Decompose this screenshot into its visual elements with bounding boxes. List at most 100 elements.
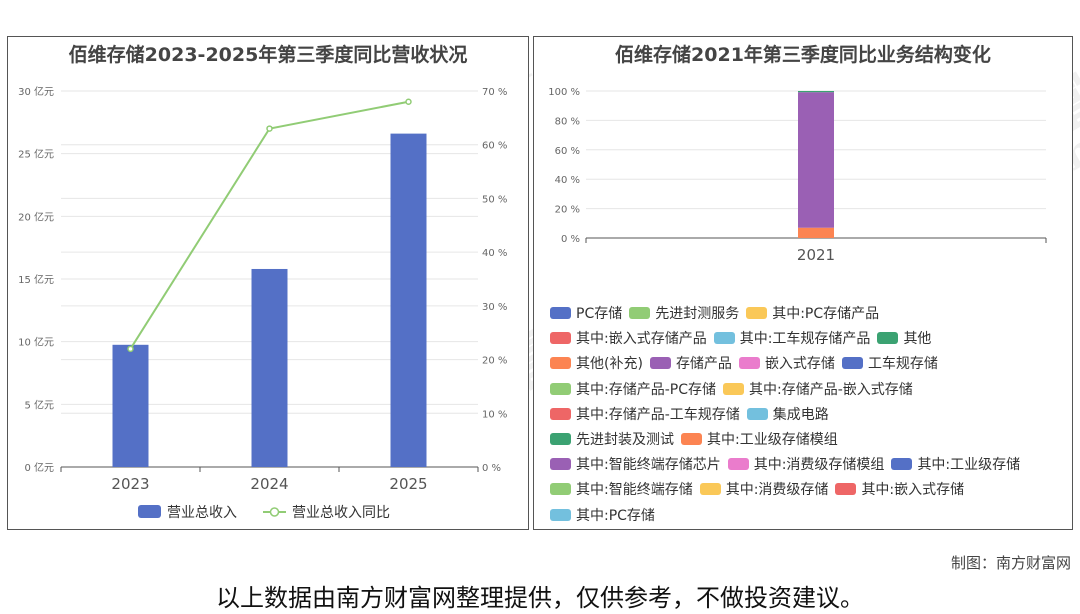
legend-item: 存储产品: [649, 353, 732, 373]
stacked-bar-segment: [798, 91, 834, 93]
legend-label: 营业总收入同比: [292, 505, 390, 521]
legend-label: 其他: [903, 331, 932, 348]
y-left-tick-label: 20 亿元: [18, 210, 54, 223]
legend-swatch: [550, 357, 571, 370]
legend-item: 其中:存储产品-工车规存储: [550, 404, 740, 424]
y-left-tick-label: 10 亿元: [18, 336, 54, 349]
chart-title: 佰维存储2021年第三季度同比业务结构变化: [615, 44, 991, 66]
legend-swatch: [746, 307, 768, 319]
legend-swatch: [550, 458, 571, 471]
legend-swatch: [713, 332, 735, 345]
y-left-tick-label: 5 亿元: [24, 398, 54, 411]
stacked-bar-segment: [798, 92, 834, 228]
legend-label: 其中:嵌入式存储产品: [576, 331, 707, 348]
y-right-tick-label: 0 %: [482, 463, 501, 474]
legend-item: 其中:智能终端存储: [550, 479, 693, 499]
y-tick-label: 100 %: [548, 87, 580, 98]
legend-item: 其中:消费级存储: [699, 479, 829, 499]
legend-label: 营业总收入: [167, 505, 237, 521]
legend-swatch: [649, 357, 671, 370]
legend-swatch: [738, 357, 760, 370]
legend-label: 先进封装及测试: [576, 431, 674, 448]
legend-swatch: [877, 332, 899, 345]
y-tick-label: 0 %: [561, 234, 580, 245]
legend-swatch: [550, 407, 571, 420]
legend-item: 其中:工车规存储产品: [713, 328, 871, 348]
chart-credit: 制图：南方财富网: [950, 554, 1071, 572]
legend-swatch: [727, 458, 749, 471]
y-right-tick-label: 20 %: [482, 356, 507, 367]
legend-row: 其中:智能终端存储芯片 其中:消费级存储模组 其中:工业级存储: [550, 454, 1070, 479]
legend-item: 其中:工业级存储: [891, 454, 1020, 474]
legend-item: 集成电路: [746, 404, 829, 424]
legend-item: 工车规存储: [841, 353, 938, 373]
line-point: [127, 345, 134, 353]
legend-swatch: [550, 432, 571, 445]
legend-row: PC存储 先进封测服务 其中:PC存储产品: [550, 303, 1070, 328]
legend-swatch: [835, 483, 857, 496]
legend-swatch: [629, 307, 651, 319]
x-tick-label: 2023: [111, 475, 149, 493]
legend-item: 其中:智能终端存储芯片: [550, 454, 721, 474]
legend-item: 其他: [877, 328, 931, 348]
stacked-bar-segment: [798, 227, 834, 238]
chart-legend: PC存储 先进封测服务 其中:PC存储产品 其中:嵌入式存储产品 其中:工车规存储产品其…: [550, 303, 1070, 530]
legend-label: 嵌入式存储: [764, 356, 835, 373]
y-right-tick-label: 60 %: [482, 141, 507, 152]
y-right-tick-label: 30 %: [482, 302, 507, 313]
legend-label: 其中:PC存储: [576, 507, 655, 524]
y-tick-label: 60 %: [555, 146, 580, 157]
chart-title: 佰维存储2023-2025年第三季度同比营收状况: [68, 44, 468, 66]
legend-item: 先进封装及测试: [550, 429, 674, 449]
legend-swatch: [550, 382, 571, 395]
legend-marker: [269, 507, 280, 517]
legend-label: 其中:消费级存储模组: [753, 457, 885, 474]
legend-label: 其中:消费级存储: [725, 482, 829, 499]
revenue-chart-panel: 佰维存储2023-2025年第三季度同比营收状况 0 % 10 % 20 % 30 %…: [7, 36, 529, 530]
disclaimer-text: 以上数据由南方财富网整理提供，仅供参考，不做投资建议。: [216, 584, 864, 612]
legend-label: 其中:工业级存储: [917, 457, 1021, 474]
legend-label: 存储产品: [675, 356, 732, 373]
legend-swatch: [699, 483, 721, 496]
y-tick-label: 80 %: [555, 116, 580, 127]
revenue-chart: 0 % 10 % 20 % 30 % 40 % 50 % 60 % 70 % 0 亿元 5 亿元 1…: [18, 85, 507, 521]
legend-item: 其中:嵌入式存储: [835, 479, 964, 499]
legend-label: 集成电路: [772, 406, 829, 423]
bar: [112, 344, 149, 467]
legend-label: 工车规存储: [867, 356, 938, 373]
legend-label: 其中:工业级存储模组: [707, 431, 838, 448]
legend-swatch: [723, 382, 744, 395]
legend-item: 其中:PC存储产品: [746, 303, 879, 323]
y-left-tick-label: 15 亿元: [18, 273, 54, 286]
legend-row: 其中:嵌入式存储产品 其中:工车规存储产品 其他: [550, 328, 1070, 353]
legend-swatch: [681, 432, 702, 445]
legend-label: 其中:工车规存储产品: [739, 331, 871, 348]
legend-swatch: [550, 332, 571, 345]
legend-label: 其中:存储产品-PC存储: [576, 381, 716, 398]
line-point: [405, 98, 412, 105]
legend-label: 其中:PC存储产品: [772, 306, 880, 322]
legend-item: 其中:消费级存储模组: [727, 454, 885, 474]
y-tick-label: 20 %: [555, 205, 580, 216]
legend-swatch: [138, 505, 161, 518]
legend-row: 其中:存储产品-PC存储 其中:存储产品-嵌入式存储: [550, 379, 1070, 404]
legend-label: 其中:智能终端存储芯片: [576, 457, 721, 474]
legend-item: 先进封测服务: [629, 303, 739, 323]
legend-swatch: [550, 508, 571, 521]
structure-chart: 0 % 20 % 40 % 60 % 80 % 100 % 2021: [548, 87, 1047, 264]
legend-item: 其中:存储产品-嵌入式存储: [723, 379, 913, 399]
legend-swatch: [550, 307, 571, 319]
legend-label: 其中:存储产品-嵌入式存储: [749, 381, 913, 398]
legend-row: 其中:存储产品-工车规存储 集成电路: [550, 404, 1070, 429]
y-left-tick-label: 30 亿元: [18, 85, 54, 98]
y-right-tick-label: 50 %: [482, 194, 507, 205]
legend-item: 其中:存储产品-PC存储: [550, 379, 716, 399]
legend-swatch: [746, 407, 768, 420]
x-tick-label: 2025: [389, 475, 427, 493]
legend-row: 其中:PC存储: [550, 505, 1070, 530]
x-tick-label: 2021: [797, 246, 835, 264]
legend-swatch: [841, 357, 863, 370]
structure-chart-panel: 佰维存储2021年第三季度同比业务结构变化 0 % 20 % 40 % 60 % 80 …: [533, 36, 1073, 530]
legend-item: 其他(补充): [550, 353, 643, 373]
legend-label: 其他(补充): [576, 356, 643, 373]
